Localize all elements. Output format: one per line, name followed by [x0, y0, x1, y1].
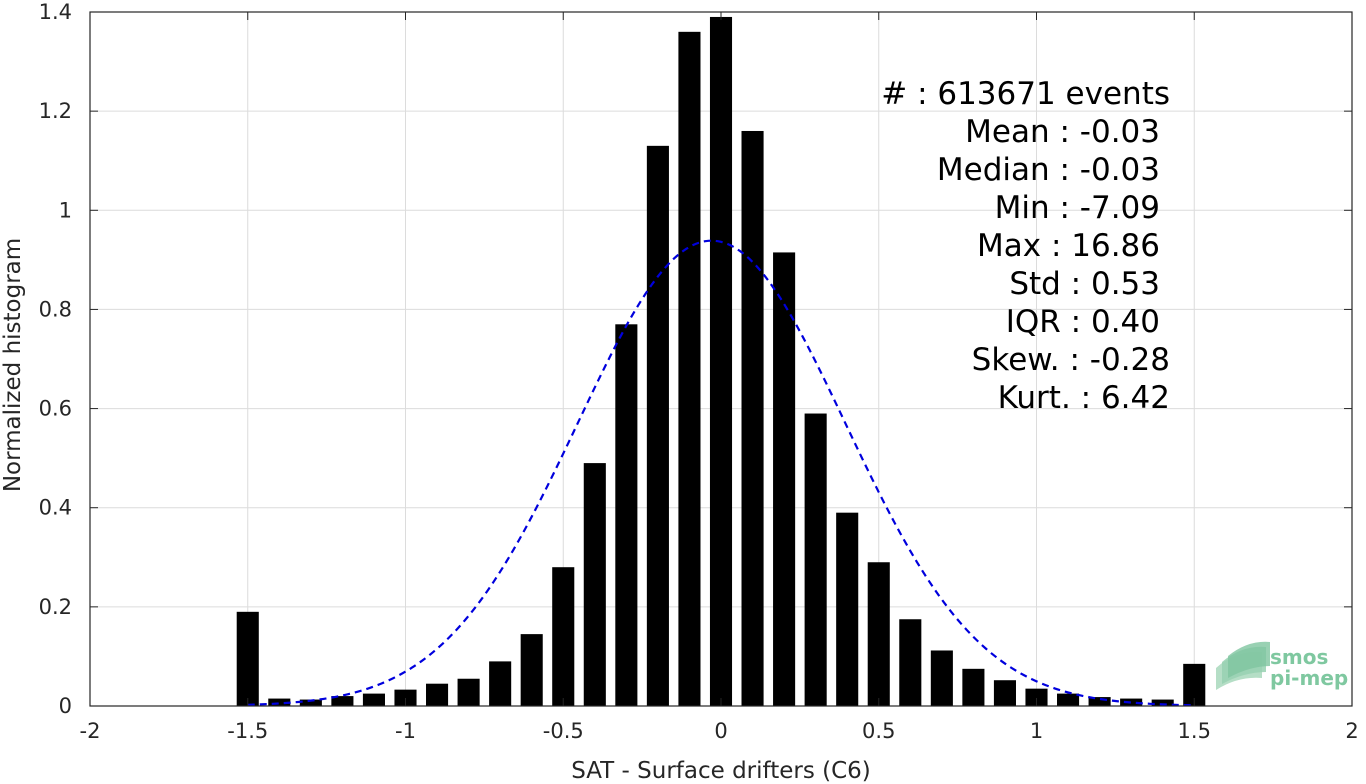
- stat-line-5: Std : 0.53: [1009, 266, 1160, 302]
- bar-30: [1183, 663, 1206, 706]
- bar-12: [615, 324, 638, 706]
- stat-line-0: # : 613671 events: [881, 76, 1170, 112]
- bar-24: [993, 680, 1016, 706]
- y-tick-label-1: 0.2: [39, 595, 72, 619]
- stat-line-6: IQR : 0.40: [1006, 304, 1160, 340]
- histogram-bars: [236, 16, 1206, 707]
- bar-6: [426, 683, 449, 706]
- x-tick-label-0: -2: [80, 719, 101, 743]
- bar-27: [1088, 697, 1111, 706]
- bar-22: [930, 650, 953, 706]
- bar-23: [962, 668, 985, 706]
- x-tick-label-7: 1.5: [1178, 719, 1211, 743]
- y-tick-label-0: 0: [59, 694, 72, 718]
- bar-28: [1120, 698, 1143, 706]
- y-tick-labels: 0 0.2 0.4 0.6 0.8 1 1.2 1.4: [39, 0, 72, 718]
- bar-25: [1025, 688, 1048, 706]
- waves-logo-icon: [1216, 641, 1270, 690]
- stat-line-1: Mean : -0.03: [965, 114, 1160, 150]
- x-tick-label-4: 0: [714, 719, 727, 743]
- bar-0: [236, 611, 259, 706]
- x-tick-label-2: -1: [395, 719, 416, 743]
- plot-axes: [89, 11, 1353, 707]
- gaussian-fit-curve: [247, 239, 1195, 707]
- bar-10: [552, 567, 575, 706]
- y-tick-label-5: 1: [59, 198, 72, 222]
- y-tick-label-2: 0.4: [39, 496, 72, 520]
- logo-line2: pi-mep: [1270, 666, 1348, 690]
- x-tick-label-6: 1: [1030, 719, 1043, 743]
- bar-7: [457, 678, 480, 706]
- stat-line-3: Min : -7.09: [995, 190, 1160, 226]
- bar-16: [741, 130, 764, 706]
- stat-line-8: Kurt. : 6.42: [998, 380, 1170, 416]
- bar-17: [773, 252, 796, 706]
- y-tick-label-7: 1.4: [39, 0, 72, 24]
- bar-1: [268, 698, 291, 706]
- x-tick-label-5: 0.5: [862, 719, 895, 743]
- y-axis-label: Normalized histogram: [0, 238, 26, 492]
- bar-9: [520, 634, 543, 706]
- y-tick-label-4: 0.8: [39, 297, 72, 321]
- bar-15: [709, 16, 733, 706]
- bar-5: [394, 689, 417, 706]
- smos-pi-mep-logo: smos pi-mep: [1216, 641, 1348, 690]
- x-tick-labels: -2 -1.5 -1 -0.5 0 0.5 1 1.5 2: [80, 719, 1359, 743]
- x-tick-label-1: -1.5: [227, 719, 268, 743]
- bar-26: [1057, 693, 1080, 706]
- bar-8: [489, 661, 512, 706]
- x-tick-label-3: -0.5: [543, 719, 584, 743]
- bar-3: [331, 696, 354, 706]
- x-axis-label: SAT - Surface drifters (C6): [571, 758, 871, 784]
- bar-14: [678, 31, 701, 707]
- bar-20: [867, 562, 890, 706]
- bar-4: [362, 693, 385, 706]
- stat-line-2: Median : -0.03: [937, 152, 1160, 188]
- bar-21: [899, 619, 922, 706]
- bar-18: [804, 413, 827, 706]
- x-tick-label-8: 2: [1345, 719, 1358, 743]
- bar-2: [299, 699, 322, 706]
- bar-11: [583, 463, 606, 706]
- bar-29: [1151, 699, 1174, 706]
- stat-line-7: Skew. : -0.28: [972, 342, 1170, 378]
- stat-line-4: Max : 16.86: [977, 228, 1160, 264]
- y-tick-label-6: 1.2: [39, 99, 72, 123]
- bar-19: [836, 512, 859, 706]
- logo-line1: smos: [1270, 645, 1328, 669]
- y-tick-label-3: 0.6: [39, 397, 72, 421]
- bar-13: [646, 145, 669, 707]
